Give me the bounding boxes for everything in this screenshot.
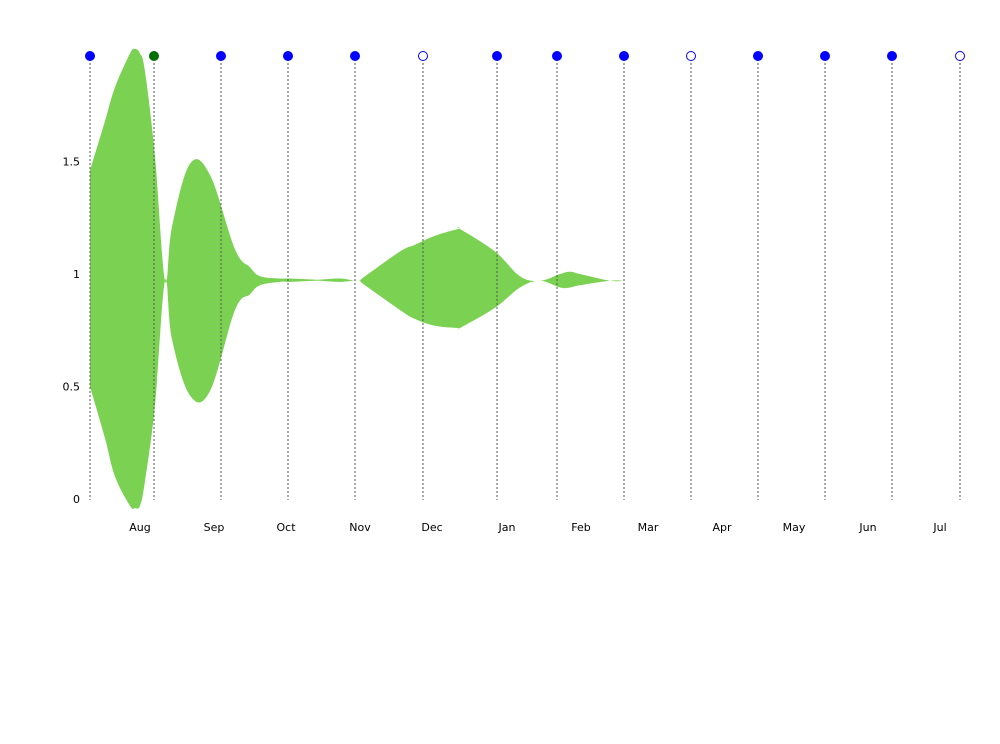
event-marker-8[interactable] bbox=[619, 51, 629, 61]
x-tick-label-nov: Nov bbox=[349, 521, 371, 534]
event-marker-12[interactable] bbox=[887, 51, 897, 61]
event-marker-11[interactable] bbox=[820, 51, 830, 61]
x-tick-label-jun: Jun bbox=[858, 521, 876, 534]
event-marker-3[interactable] bbox=[283, 51, 293, 61]
area-layer bbox=[90, 48, 758, 510]
event-marker-10[interactable] bbox=[753, 51, 763, 61]
event-marker-6[interactable] bbox=[492, 51, 502, 61]
event-marker-0[interactable] bbox=[85, 51, 95, 61]
y-tick-label: 1.5 bbox=[63, 156, 81, 169]
x-axis-ticks: Aug Sep Oct Nov Dec Jan Feb Mar Apr May Jun Jul bbox=[129, 521, 946, 534]
event-marker-5[interactable] bbox=[418, 51, 428, 61]
event-marker-7[interactable] bbox=[552, 51, 562, 61]
x-tick-label-apr: Apr bbox=[712, 521, 732, 534]
event-marker-9[interactable] bbox=[686, 51, 696, 61]
y-axis-ticks: 0 0.5 1 1.5 bbox=[63, 156, 81, 507]
x-tick-label-jan: Jan bbox=[498, 521, 516, 534]
x-tick-label-may: May bbox=[783, 521, 806, 534]
x-tick-label-jul: Jul bbox=[932, 521, 946, 534]
event-marker-layer bbox=[85, 51, 965, 61]
event-marker-1[interactable] bbox=[149, 51, 159, 61]
x-tick-label-sep: Sep bbox=[204, 521, 225, 534]
y-tick-label: 0.5 bbox=[63, 381, 81, 394]
event-line-layer bbox=[89, 59, 961, 500]
x-tick-label-dec: Dec bbox=[421, 521, 442, 534]
x-tick-label-mar: Mar bbox=[638, 521, 659, 534]
event-marker-2[interactable] bbox=[216, 51, 226, 61]
event-marker-13[interactable] bbox=[955, 51, 965, 61]
y-tick-label: 0 bbox=[73, 493, 80, 506]
event-marker-4[interactable] bbox=[350, 51, 360, 61]
x-tick-label-feb: Feb bbox=[571, 521, 590, 534]
x-tick-label-oct: Oct bbox=[276, 521, 296, 534]
stream-area-0 bbox=[90, 48, 758, 510]
x-tick-label-aug: Aug bbox=[129, 521, 150, 534]
y-tick-label: 1 bbox=[73, 268, 80, 281]
